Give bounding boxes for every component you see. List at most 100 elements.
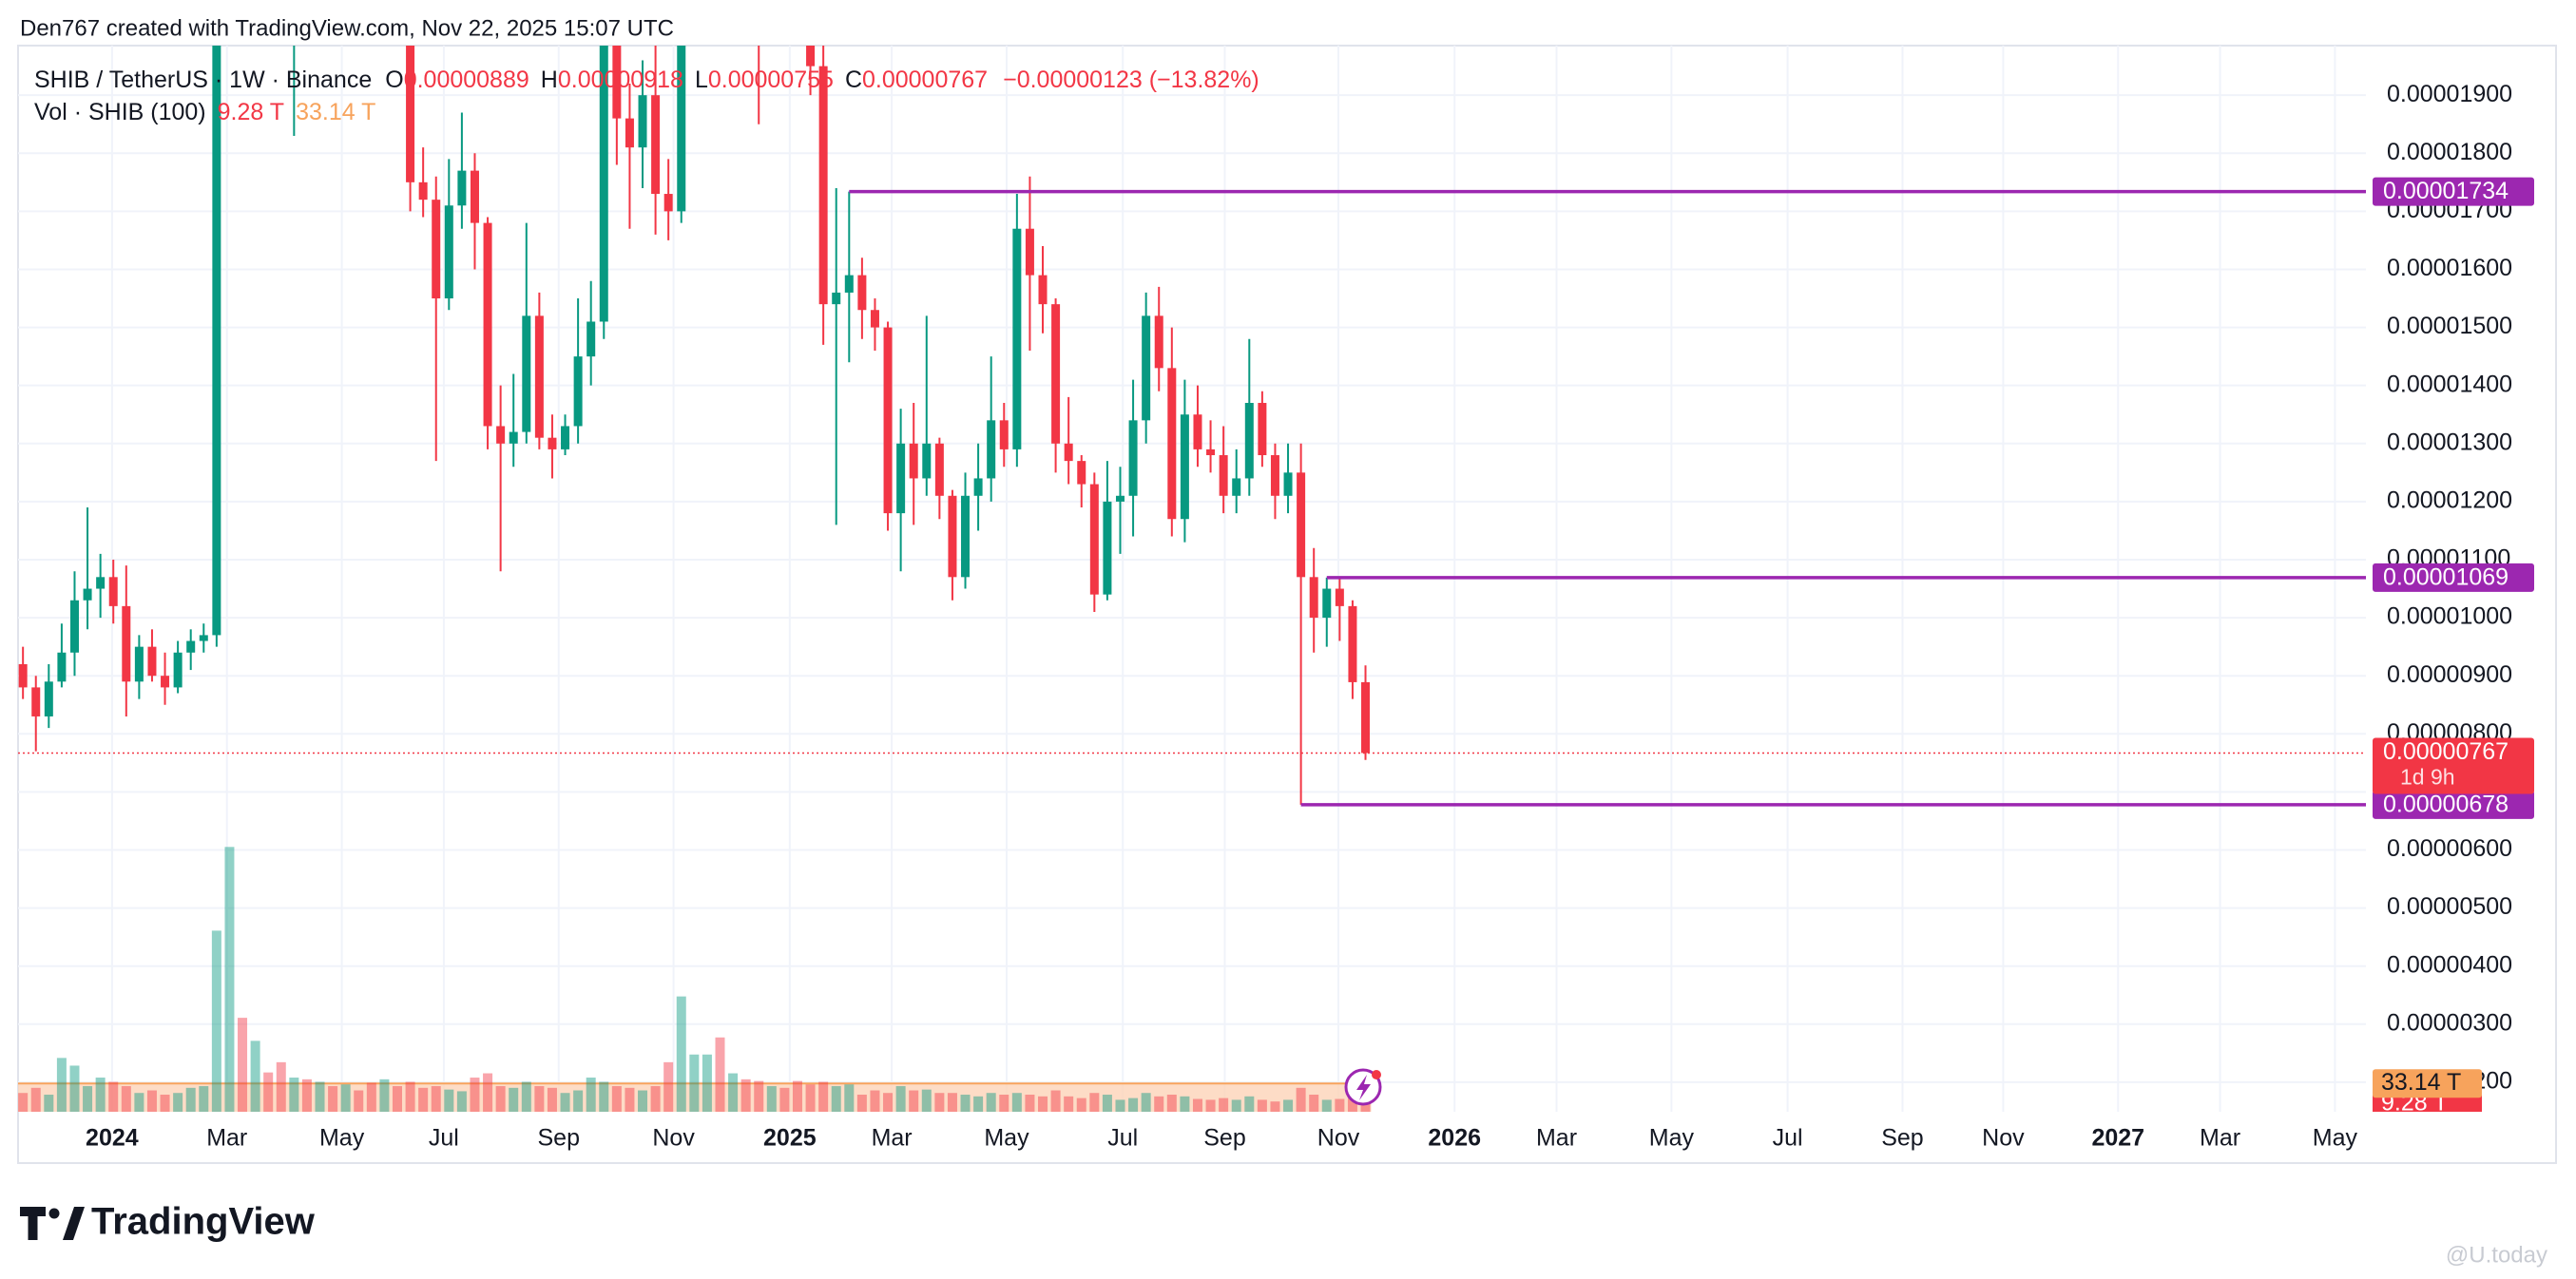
volume-bar xyxy=(483,1073,493,1112)
volume-bar xyxy=(444,1089,454,1112)
volume-bar xyxy=(301,1079,312,1112)
legend-volume-last: 9.28 T xyxy=(218,99,284,125)
x-tick-label: Sep xyxy=(1203,1125,1245,1152)
candle-body xyxy=(108,577,118,606)
volume-bar xyxy=(1128,1098,1139,1112)
candle-body xyxy=(1193,414,1202,449)
alert-bolt[interactable] xyxy=(1356,1075,1371,1100)
volume-bar xyxy=(844,1084,855,1112)
x-tick-label: Mar xyxy=(1536,1125,1577,1152)
candle-body xyxy=(896,443,906,514)
levels xyxy=(18,189,2366,807)
y-tick-label: 0.00000400 xyxy=(2387,951,2512,978)
candle-body xyxy=(922,443,932,479)
legend-key: O xyxy=(385,67,403,93)
volume-bar xyxy=(495,1086,506,1112)
volume-bar xyxy=(663,1061,674,1112)
volume-bar xyxy=(354,1090,364,1112)
volume-bar xyxy=(1270,1101,1280,1112)
x-tick-label: Jul xyxy=(429,1125,459,1152)
x-tick-label: Nov xyxy=(652,1125,695,1152)
volume-bar xyxy=(534,1086,545,1112)
volume-bar xyxy=(1038,1096,1048,1112)
last-price-box xyxy=(2373,737,2534,794)
volume-bar xyxy=(547,1087,557,1112)
time-axis: 2024 Mar May Jul Sep Nov 2025 Mar May Jul Sep Nov 20… xyxy=(86,1125,2357,1152)
candle-body xyxy=(522,315,531,432)
candle-body xyxy=(573,356,583,427)
candle-body xyxy=(1322,588,1332,619)
level-label: 0.00001069 xyxy=(2383,564,2509,591)
volume-bar xyxy=(521,1081,531,1112)
volume-bar xyxy=(509,1087,519,1112)
candle-body xyxy=(1258,403,1267,456)
x-tick-label: 2024 xyxy=(86,1125,139,1152)
volume-bar xyxy=(1283,1099,1294,1112)
volume-ma-label: 33.14 T xyxy=(2381,1069,2461,1096)
candle-body xyxy=(1244,403,1254,479)
candle-body xyxy=(909,443,918,479)
volume-bar xyxy=(250,1040,260,1112)
candle-body xyxy=(18,663,28,688)
volume-ma-box xyxy=(2373,1069,2482,1098)
candle-body xyxy=(1361,681,1371,754)
x-tick-label: 2025 xyxy=(763,1125,817,1152)
volume-bar xyxy=(1219,1098,1229,1112)
volume-bar xyxy=(95,1078,106,1112)
x-tick-label: 2026 xyxy=(1428,1125,1481,1152)
volume-bar xyxy=(650,1086,661,1112)
volume-bar xyxy=(1347,1098,1357,1112)
volume-bar xyxy=(56,1058,67,1112)
volume-bar xyxy=(586,1078,596,1112)
x-tick-label: May xyxy=(984,1125,1029,1152)
x-tick-label: Mar xyxy=(206,1125,247,1152)
volume-bar xyxy=(754,1080,764,1112)
volume-bar xyxy=(405,1081,415,1112)
logo-t xyxy=(20,1207,46,1240)
x-tick-label: Nov xyxy=(1317,1125,1360,1152)
candle-body xyxy=(612,46,622,119)
volume-bar xyxy=(366,1082,376,1112)
volume-bar xyxy=(805,1084,816,1112)
volume-ma-area xyxy=(18,1083,1372,1112)
alert-dot[interactable] xyxy=(1372,1070,1381,1079)
candle-body xyxy=(147,646,157,677)
candle-body xyxy=(1038,275,1048,305)
candle-body xyxy=(418,181,428,200)
price-axis-boxes: 0.00001734 0.00001069 0.00000678 0.00000767… xyxy=(2373,177,2534,1112)
volume-bar xyxy=(1296,1087,1306,1112)
candle-body xyxy=(561,426,570,449)
volume-bar xyxy=(1025,1095,1035,1112)
volume-bar xyxy=(83,1086,93,1112)
volume-bar xyxy=(1180,1096,1190,1112)
volume-bar xyxy=(611,1086,622,1112)
candle-body xyxy=(432,200,441,299)
candle-body xyxy=(1270,455,1279,496)
chart-frame xyxy=(17,45,2557,1164)
volume-bar xyxy=(1244,1096,1255,1112)
volume-bar xyxy=(1360,1103,1371,1112)
volume-bar xyxy=(121,1086,131,1112)
grid xyxy=(18,46,2366,1112)
candle-body xyxy=(818,66,828,305)
candle-body xyxy=(1089,484,1099,595)
candle-body xyxy=(844,275,854,293)
legend-value: 0.00000889 xyxy=(404,67,529,93)
x-tick-label: Jul xyxy=(1773,1125,1803,1152)
candle-body xyxy=(663,194,673,212)
candle-body xyxy=(999,420,1009,449)
legend-value: 0.00000918 xyxy=(558,67,683,93)
candle-body xyxy=(186,640,196,653)
level-label: 0.00000678 xyxy=(2383,791,2509,817)
volume-bar xyxy=(276,1061,286,1112)
y-tick-label: 0.00001200 xyxy=(2387,487,2512,513)
volume-bar xyxy=(211,930,221,1112)
y-tick-label: 0.00001900 xyxy=(2387,81,2512,107)
alert-icon[interactable] xyxy=(1344,1068,1382,1106)
x-tick-label: Sep xyxy=(1881,1125,1923,1152)
candle-body xyxy=(677,46,686,212)
volume-bar xyxy=(599,1081,609,1112)
volume-bar xyxy=(1050,1090,1061,1112)
volume-bar xyxy=(134,1093,144,1112)
